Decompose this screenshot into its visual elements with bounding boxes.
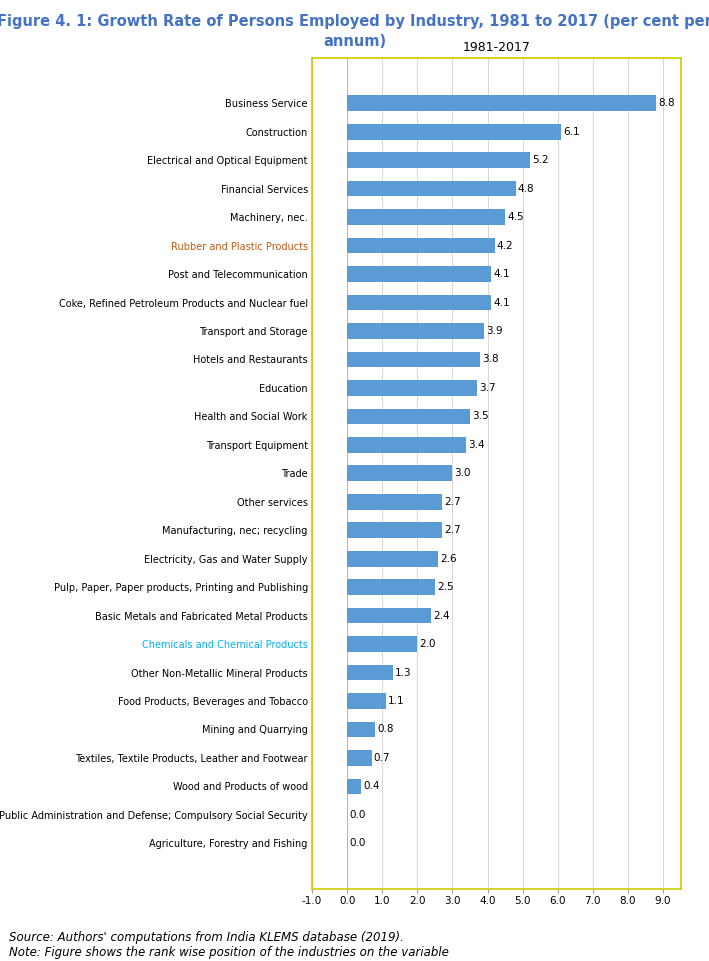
Text: 4.1: 4.1 xyxy=(493,298,510,308)
Text: 1.1: 1.1 xyxy=(388,696,404,706)
Text: 2.4: 2.4 xyxy=(433,610,450,621)
Bar xyxy=(347,266,491,282)
Text: 2.7: 2.7 xyxy=(444,497,461,506)
Bar xyxy=(347,722,375,737)
Text: 3.8: 3.8 xyxy=(483,355,499,364)
Bar xyxy=(347,352,481,367)
Text: 3.9: 3.9 xyxy=(486,326,503,336)
Bar xyxy=(347,408,470,424)
Text: 3.4: 3.4 xyxy=(469,440,485,450)
Text: 6.1: 6.1 xyxy=(564,127,580,136)
Bar xyxy=(347,778,361,794)
Text: 2.5: 2.5 xyxy=(437,582,454,592)
Bar xyxy=(347,523,442,538)
Title: 1981-2017: 1981-2017 xyxy=(462,40,530,54)
Bar xyxy=(347,636,418,652)
Bar xyxy=(347,437,467,453)
Bar xyxy=(347,607,431,624)
Text: 4.1: 4.1 xyxy=(493,269,510,279)
Text: 5.2: 5.2 xyxy=(532,155,548,165)
Bar xyxy=(347,551,438,566)
Text: 0.8: 0.8 xyxy=(377,725,393,734)
Bar xyxy=(347,295,491,310)
Text: 3.5: 3.5 xyxy=(472,411,489,421)
Text: 0.4: 0.4 xyxy=(363,781,380,792)
Text: 4.5: 4.5 xyxy=(507,212,524,222)
Bar xyxy=(347,665,393,680)
Text: 8.8: 8.8 xyxy=(658,98,675,109)
Bar xyxy=(347,323,484,339)
Text: 0.0: 0.0 xyxy=(349,838,366,849)
Bar xyxy=(347,181,515,196)
Text: Source: Authors' computations from India KLEMS database (2019).
Note: Figure sho: Source: Authors' computations from India… xyxy=(9,931,448,959)
Bar xyxy=(347,579,435,595)
Bar xyxy=(347,381,477,396)
Text: 0.0: 0.0 xyxy=(349,810,366,820)
Bar xyxy=(347,209,505,225)
Text: 2.7: 2.7 xyxy=(444,526,461,535)
Bar xyxy=(347,153,530,168)
Text: 3.0: 3.0 xyxy=(454,468,471,479)
Text: 1.3: 1.3 xyxy=(395,668,411,678)
Bar xyxy=(347,693,386,709)
Text: 2.6: 2.6 xyxy=(440,554,457,564)
Bar xyxy=(347,95,656,111)
Text: 4.2: 4.2 xyxy=(496,240,513,251)
Bar xyxy=(347,237,495,254)
Text: 2.0: 2.0 xyxy=(420,639,436,649)
Bar xyxy=(347,751,372,766)
Bar xyxy=(347,124,562,139)
Text: 3.7: 3.7 xyxy=(479,382,496,393)
Text: 0.7: 0.7 xyxy=(374,752,390,763)
Bar xyxy=(347,494,442,509)
Bar xyxy=(347,465,452,481)
Text: Figure 4. 1: Growth Rate of Persons Employed by Industry, 1981 to 2017 (per cent: Figure 4. 1: Growth Rate of Persons Empl… xyxy=(0,14,709,49)
Text: 4.8: 4.8 xyxy=(518,184,535,194)
